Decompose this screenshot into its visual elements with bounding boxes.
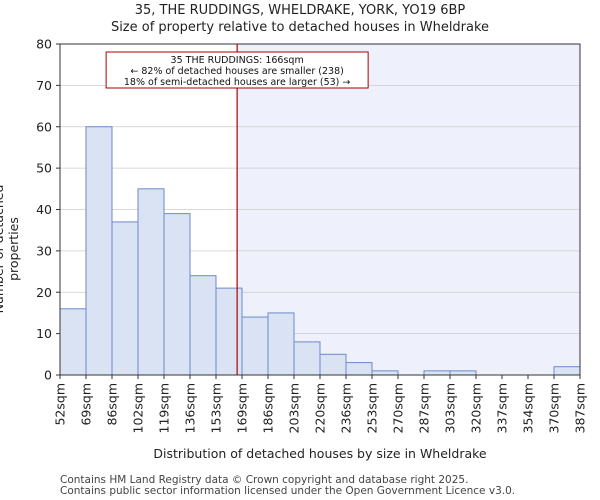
- x-tick-label: 303sqm: [443, 383, 458, 433]
- footer-licence: Contains public sector information licen…: [60, 485, 516, 497]
- bar: [371, 370, 399, 376]
- x-tick-label: 86sqm: [105, 383, 120, 426]
- annotation-box: [105, 51, 369, 89]
- y-tick-label: 0: [44, 368, 52, 383]
- x-tick-label: 270sqm: [391, 383, 406, 433]
- x-tick-label: 337sqm: [495, 383, 510, 433]
- bar: [319, 353, 347, 376]
- bar: [163, 213, 191, 376]
- y-tick-label: 80: [36, 37, 52, 52]
- x-tick-label: 287sqm: [417, 383, 432, 433]
- bar: [449, 370, 477, 376]
- x-tick-label: 370sqm: [547, 383, 562, 433]
- x-tick-label: 253sqm: [365, 383, 380, 433]
- bar: [267, 312, 295, 376]
- footer-copyright: Contains HM Land Registry data © Crown c…: [60, 474, 469, 486]
- chart-subtitle: Size of property relative to detached ho…: [110, 20, 490, 35]
- x-tick-label: 102sqm: [131, 383, 146, 433]
- y-tick-label: 40: [36, 202, 52, 217]
- x-tick-label: 236sqm: [339, 383, 354, 433]
- bar: [423, 370, 451, 376]
- y-axis-label: Number of detached properties: [0, 184, 21, 314]
- x-tick-label: 186sqm: [261, 383, 276, 433]
- bar: [59, 308, 87, 376]
- y-tick-label: 70: [36, 78, 52, 93]
- x-tick-label: 119sqm: [157, 383, 172, 433]
- x-tick-label: 52sqm: [53, 383, 68, 426]
- x-tick-label: 320sqm: [469, 383, 484, 433]
- y-tick-label: 60: [36, 119, 52, 134]
- y-tick-label: 10: [36, 326, 52, 341]
- x-tick-label: 136sqm: [183, 383, 198, 433]
- x-tick-label: 354sqm: [521, 383, 536, 433]
- bar: [215, 287, 243, 376]
- bar: [553, 366, 581, 376]
- annotation-line: 18% of semi-detached houses are larger (…: [124, 77, 351, 88]
- annotation-line: 35 THE RUDDINGS: 166sqm: [171, 55, 304, 66]
- x-tick-label: 220sqm: [313, 383, 328, 433]
- x-tick-label: 153sqm: [209, 383, 224, 433]
- bar: [85, 126, 113, 376]
- bar: [345, 362, 373, 376]
- y-tick-label: 50: [36, 161, 52, 176]
- x-axis-label: Distribution of detached houses by size …: [153, 446, 487, 461]
- y-tick-label: 30: [36, 243, 52, 258]
- chart-title: 35, THE RUDDINGS, WHELDRAKE, YORK, YO19 …: [134, 3, 466, 18]
- bar: [189, 275, 217, 376]
- x-tick-label: 387sqm: [573, 383, 588, 433]
- bar: [137, 188, 165, 376]
- x-tick-label: 203sqm: [287, 383, 302, 433]
- x-tick-label: 69sqm: [79, 383, 94, 426]
- annotation-line: ← 82% of detached houses are smaller (23…: [130, 66, 343, 77]
- bar: [293, 341, 321, 376]
- bar: [241, 316, 269, 376]
- y-tick-label: 20: [36, 285, 52, 300]
- x-tick-label: 169sqm: [235, 383, 250, 433]
- bar: [111, 221, 139, 376]
